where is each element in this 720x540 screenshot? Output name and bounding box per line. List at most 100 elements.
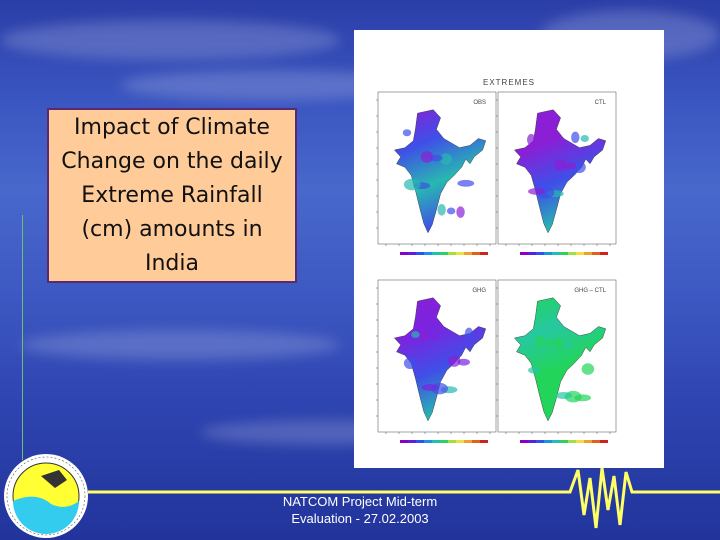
map-panel-0: OBS — [376, 91, 497, 255]
colorbar-swatch — [424, 440, 432, 443]
colorbar-swatch — [552, 440, 560, 443]
footer-text: NATCOM Project Mid-term Evaluation - 27.… — [250, 493, 470, 527]
rainfall-patch — [537, 365, 551, 378]
rainfall-patch — [528, 366, 541, 374]
colorbar-swatch — [576, 252, 584, 255]
colorbar-swatch — [400, 252, 408, 255]
rainfall-patch — [555, 392, 573, 399]
colorbar-swatch — [424, 252, 432, 255]
panel-label: CTL — [595, 100, 607, 106]
colorbar-swatch — [440, 440, 448, 443]
rainfall-patch — [464, 327, 474, 340]
decorative-vertical-line — [22, 215, 23, 460]
organization-logo — [4, 454, 88, 538]
rainfall-patch — [573, 161, 586, 173]
colorbar-swatch — [592, 252, 600, 255]
colorbar-swatch — [520, 252, 528, 255]
colorbar-swatch — [416, 252, 424, 255]
rainfall-patch — [563, 162, 577, 170]
colorbar-swatch — [536, 440, 544, 443]
map-panel-3: GHG – CTL — [496, 279, 617, 443]
colorbar-swatch — [472, 440, 480, 443]
rainfall-patch — [457, 179, 475, 187]
colorbar-swatch — [456, 252, 464, 255]
colorbar-swatch — [448, 440, 456, 443]
india-map — [393, 297, 487, 422]
colorbar-swatch — [584, 440, 592, 443]
rainfall-patch — [420, 151, 434, 163]
colorbar-swatch — [600, 440, 608, 443]
colorbar-swatch — [576, 440, 584, 443]
colorbar-swatch — [480, 440, 488, 443]
rainfall-patch — [571, 131, 580, 144]
rainfall-patch — [457, 358, 470, 366]
colorbar-swatch — [528, 440, 536, 443]
colorbar-swatch — [432, 440, 440, 443]
colorbar-swatch — [584, 252, 592, 255]
rainfall-patch — [402, 129, 412, 137]
rainfall-patch — [563, 341, 573, 349]
colorbar-swatch — [408, 440, 416, 443]
colorbar-swatch — [544, 252, 552, 255]
colorbar-swatch — [536, 252, 544, 255]
figure-title: EXTREMES — [482, 78, 535, 87]
panel-label: GHG — [472, 288, 486, 294]
rainfall-patch — [544, 339, 554, 347]
map-panels: OBS CTL GHG GHG – CTL — [376, 91, 617, 443]
colorbar-swatch — [432, 252, 440, 255]
colorbar-swatch — [568, 252, 576, 255]
panel-label: GHG – CTL — [574, 288, 606, 294]
colorbar-swatch — [568, 440, 576, 443]
footer-line-2: Evaluation - 27.02.2003 — [291, 511, 429, 526]
colorbar-swatch — [464, 252, 472, 255]
rainfall-patch — [528, 187, 545, 195]
rainfall-patch — [430, 154, 443, 162]
extremes-figure: EXTREMES OBS CTL GHG GHG – CTL — [354, 30, 664, 468]
rainfall-patch — [527, 133, 536, 146]
map-panel-2: GHG — [376, 279, 497, 443]
rainfall-patch — [411, 331, 420, 338]
colorbar-swatch — [528, 252, 536, 255]
rainfall-patch — [536, 137, 545, 145]
footer-line-1: NATCOM Project Mid-term — [282, 494, 438, 509]
colorbar-swatch — [520, 440, 528, 443]
rainfall-patch — [403, 357, 417, 370]
india-map — [393, 109, 487, 234]
colorbar-swatch — [544, 440, 552, 443]
rainfall-patch — [437, 204, 446, 216]
panel-label: OBS — [473, 100, 486, 106]
colorbar-swatch — [560, 252, 568, 255]
colorbar-swatch — [480, 252, 488, 255]
colorbar-swatch — [592, 440, 600, 443]
india-map — [513, 297, 607, 422]
background-streak — [0, 20, 340, 60]
colorbar-swatch — [408, 252, 416, 255]
colorbar-swatch — [464, 440, 472, 443]
map-panel-1: CTL — [496, 91, 617, 255]
colorbar-swatch — [416, 440, 424, 443]
rainfall-patch — [554, 159, 567, 171]
slide-title: Impact of Climate Change on the daily Ex… — [61, 114, 283, 276]
rainfall-patch — [447, 355, 461, 367]
slide-title-box: Impact of Climate Change on the daily Ex… — [47, 108, 297, 283]
colorbar-swatch — [472, 252, 480, 255]
rainfall-patch — [554, 338, 563, 350]
colorbar-swatch — [560, 440, 568, 443]
rainfall-patch — [430, 333, 439, 341]
rainfall-patch — [421, 384, 439, 391]
rainfall-patch — [420, 329, 430, 342]
rainfall-patch — [446, 207, 456, 215]
rainfall-patch — [403, 178, 421, 191]
colorbar-swatch — [600, 252, 608, 255]
colorbar-swatch — [448, 252, 456, 255]
colorbar-swatch — [400, 440, 408, 443]
colorbar-swatch — [456, 440, 464, 443]
background-streak — [20, 330, 340, 360]
rainfall-patch — [456, 206, 465, 218]
rainfall-patch — [581, 363, 595, 375]
colorbar-swatch — [440, 252, 448, 255]
colorbar-swatch — [552, 252, 560, 255]
rainfall-patch — [439, 153, 453, 165]
rainfall-patch — [580, 135, 589, 142]
rainfall-patch — [535, 335, 544, 348]
